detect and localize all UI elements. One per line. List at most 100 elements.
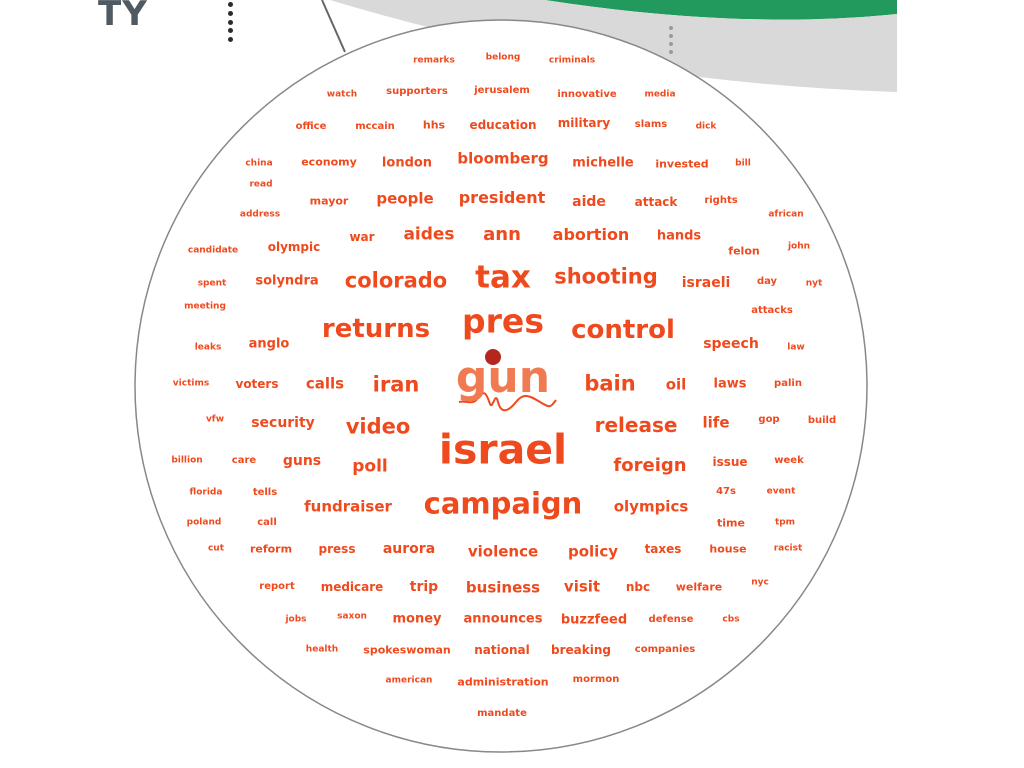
- cloud-word[interactable]: bill: [735, 158, 751, 169]
- cloud-word[interactable]: supporters: [386, 86, 448, 97]
- cloud-word[interactable]: spokeswoman: [363, 643, 451, 657]
- cloud-word[interactable]: administration: [457, 675, 549, 689]
- cloud-word[interactable]: gop: [758, 414, 780, 425]
- drag-handle-icon[interactable]: [667, 26, 675, 54]
- cloud-word[interactable]: address: [239, 209, 281, 220]
- cloud-word[interactable]: national: [474, 643, 530, 657]
- cloud-word[interactable]: violence: [467, 542, 539, 561]
- cloud-word[interactable]: guns: [282, 453, 322, 469]
- cloud-word[interactable]: 47s: [716, 486, 736, 497]
- cloud-word[interactable]: jobs: [285, 614, 307, 625]
- cloud-word[interactable]: people: [376, 189, 434, 208]
- cloud-word[interactable]: read: [249, 179, 273, 190]
- cloud-word[interactable]: security: [251, 415, 315, 431]
- cloud-word[interactable]: call: [257, 517, 277, 528]
- cloud-word[interactable]: hhs: [422, 118, 446, 132]
- cloud-word[interactable]: president: [458, 188, 546, 207]
- cloud-word[interactable]: speech: [703, 336, 759, 352]
- cloud-word[interactable]: business: [465, 578, 541, 597]
- cloud-word[interactable]: campaign: [423, 486, 583, 521]
- cloud-word[interactable]: announces: [463, 611, 543, 627]
- cloud-word[interactable]: shooting: [554, 264, 658, 289]
- cloud-word[interactable]: media: [644, 89, 676, 100]
- cloud-word[interactable]: tells: [252, 487, 278, 498]
- cloud-word[interactable]: dick: [695, 121, 717, 132]
- cloud-word[interactable]: money: [392, 611, 442, 627]
- cloud-word[interactable]: hands: [656, 228, 702, 244]
- cloud-word[interactable]: oil: [665, 375, 687, 394]
- cloud-word[interactable]: innovative: [557, 89, 617, 100]
- cloud-word[interactable]: ann: [483, 224, 521, 245]
- cloud-word[interactable]: aide: [572, 194, 606, 210]
- cloud-word[interactable]: week: [774, 455, 804, 466]
- cloud-word[interactable]: watch: [326, 89, 358, 100]
- cloud-word[interactable]: law: [787, 342, 805, 353]
- cloud-word[interactable]: tax: [475, 259, 531, 296]
- cloud-word[interactable]: bain: [584, 371, 636, 396]
- cloud-word[interactable]: belong: [485, 52, 521, 63]
- cloud-word[interactable]: mandate: [477, 708, 527, 719]
- cloud-word[interactable]: control: [571, 315, 675, 345]
- cloud-word[interactable]: nyt: [805, 278, 823, 289]
- cloud-word[interactable]: office: [295, 121, 327, 132]
- cloud-word[interactable]: vfw: [205, 414, 225, 425]
- cloud-word[interactable]: israel: [438, 425, 568, 474]
- cloud-word[interactable]: house: [709, 542, 747, 556]
- cloud-word[interactable]: laws: [713, 376, 747, 392]
- cloud-word[interactable]: florida: [189, 487, 223, 498]
- cloud-word[interactable]: israeli: [681, 275, 731, 291]
- cloud-word[interactable]: video: [345, 414, 411, 439]
- cloud-word[interactable]: foreign: [613, 455, 687, 476]
- cloud-word[interactable]: cbs: [722, 614, 740, 625]
- cloud-word[interactable]: voters: [235, 377, 279, 391]
- cloud-word[interactable]: rights: [704, 195, 738, 206]
- cloud-word[interactable]: slams: [634, 119, 668, 130]
- cloud-word[interactable]: remarks: [413, 55, 455, 66]
- cloud-word[interactable]: health: [305, 644, 339, 655]
- cloud-word[interactable]: military: [557, 116, 611, 130]
- cloud-word[interactable]: poll: [352, 456, 388, 477]
- cloud-word[interactable]: london: [381, 155, 433, 171]
- cloud-word[interactable]: palin: [774, 378, 802, 389]
- cloud-word[interactable]: nyc: [751, 577, 769, 588]
- cloud-word[interactable]: economy: [301, 155, 357, 169]
- cloud-word[interactable]: mormon: [572, 674, 620, 685]
- cloud-word[interactable]: issue: [712, 455, 748, 469]
- cloud-word[interactable]: anglo: [248, 336, 290, 352]
- cloud-word[interactable]: war: [349, 230, 375, 244]
- cloud-word[interactable]: bloomberg: [457, 149, 549, 168]
- cloud-word[interactable]: welfare: [675, 580, 723, 594]
- cloud-word[interactable]: spent: [197, 278, 227, 289]
- cloud-word[interactable]: olympic: [267, 240, 321, 254]
- cloud-word[interactable]: education: [469, 118, 537, 132]
- cloud-word[interactable]: care: [231, 455, 257, 466]
- cloud-word[interactable]: poland: [186, 517, 222, 528]
- cloud-word[interactable]: aurora: [382, 541, 436, 557]
- cloud-word[interactable]: jerusalem: [474, 85, 530, 96]
- cloud-word[interactable]: policy: [568, 542, 618, 561]
- cloud-word[interactable]: john: [787, 241, 811, 252]
- cloud-word[interactable]: michelle: [572, 155, 634, 171]
- cloud-word[interactable]: american: [385, 675, 433, 686]
- cloud-word[interactable]: abortion: [552, 225, 630, 244]
- cloud-word[interactable]: tpm: [774, 517, 796, 528]
- cloud-word[interactable]: report: [259, 581, 295, 592]
- cloud-word[interactable]: life: [702, 413, 730, 432]
- cloud-word[interactable]: mccain: [355, 121, 395, 132]
- cloud-word[interactable]: attacks: [751, 305, 793, 316]
- cloud-word[interactable]: day: [756, 276, 778, 287]
- cloud-word[interactable]: calls: [305, 374, 345, 393]
- cloud-word[interactable]: meeting: [184, 301, 226, 312]
- cloud-word[interactable]: racist: [773, 543, 803, 554]
- cloud-word[interactable]: solyndra: [255, 273, 319, 289]
- cloud-word[interactable]: criminals: [548, 55, 596, 66]
- cloud-word[interactable]: companies: [634, 644, 696, 655]
- cloud-word[interactable]: release: [594, 413, 678, 437]
- focus-word[interactable]: gun: [455, 352, 551, 403]
- cloud-word[interactable]: olympics: [613, 497, 689, 516]
- vertical-dots-icon[interactable]: [225, 2, 235, 42]
- cloud-word[interactable]: reform: [249, 542, 293, 556]
- cloud-word[interactable]: china: [245, 158, 273, 169]
- cloud-word[interactable]: medicare: [320, 580, 384, 594]
- cloud-word[interactable]: mayor: [309, 194, 349, 208]
